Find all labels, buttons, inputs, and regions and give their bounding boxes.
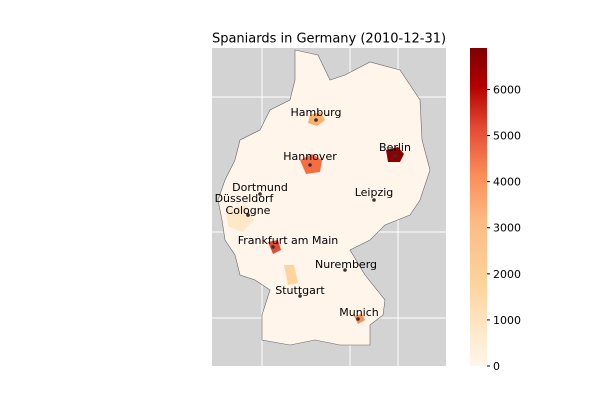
city-dot [246,213,250,217]
map-axes: Hamburg Berlin Hannover DortmundDüsseldorfC… [212,48,446,366]
city-layer: Hamburg Berlin Hannover DortmundDüsseldorfC… [215,106,411,321]
city-label: Munich [339,306,379,319]
city-dot [372,198,376,202]
colorbar [470,48,487,366]
colorbar-tick-label: 1000 [493,314,521,327]
city-label: Hannover [283,150,337,163]
city-dot [298,294,302,298]
city-dot [258,192,262,196]
city-dot [314,118,318,122]
city-dot [393,154,397,158]
city-label: Leipzig [355,186,394,199]
colorbar-tick-label: 6000 [493,83,521,96]
colorbar-tick-label: 0 [493,360,500,373]
city-label: Cologne [226,204,271,217]
colorbar-tick-label: 2000 [493,268,521,281]
city-label: Dortmund [232,181,288,194]
map-title: Spaniards in Germany (2010-12-31) [212,32,446,47]
colorbar-tick-label: 3000 [493,222,521,235]
colorbar-tick-label: 4000 [493,176,521,189]
city-dot [356,317,360,321]
city-label: Berlin [379,141,411,154]
city-dot [343,268,347,272]
city-label: Düsseldorf [215,192,275,205]
city-dot [308,163,312,167]
colorbar-ticks: 0 1000 2000 3000 4000 5000 6000 [487,83,521,373]
city-label: Nuremberg [315,258,377,271]
colorbar-tick-label: 5000 [493,130,521,143]
city-label: Stuttgart [275,284,325,297]
city-dot [271,245,275,249]
germany-districts [217,49,431,346]
city-label: Frankfurt am Main [238,234,339,247]
city-label: Hamburg [291,106,342,119]
